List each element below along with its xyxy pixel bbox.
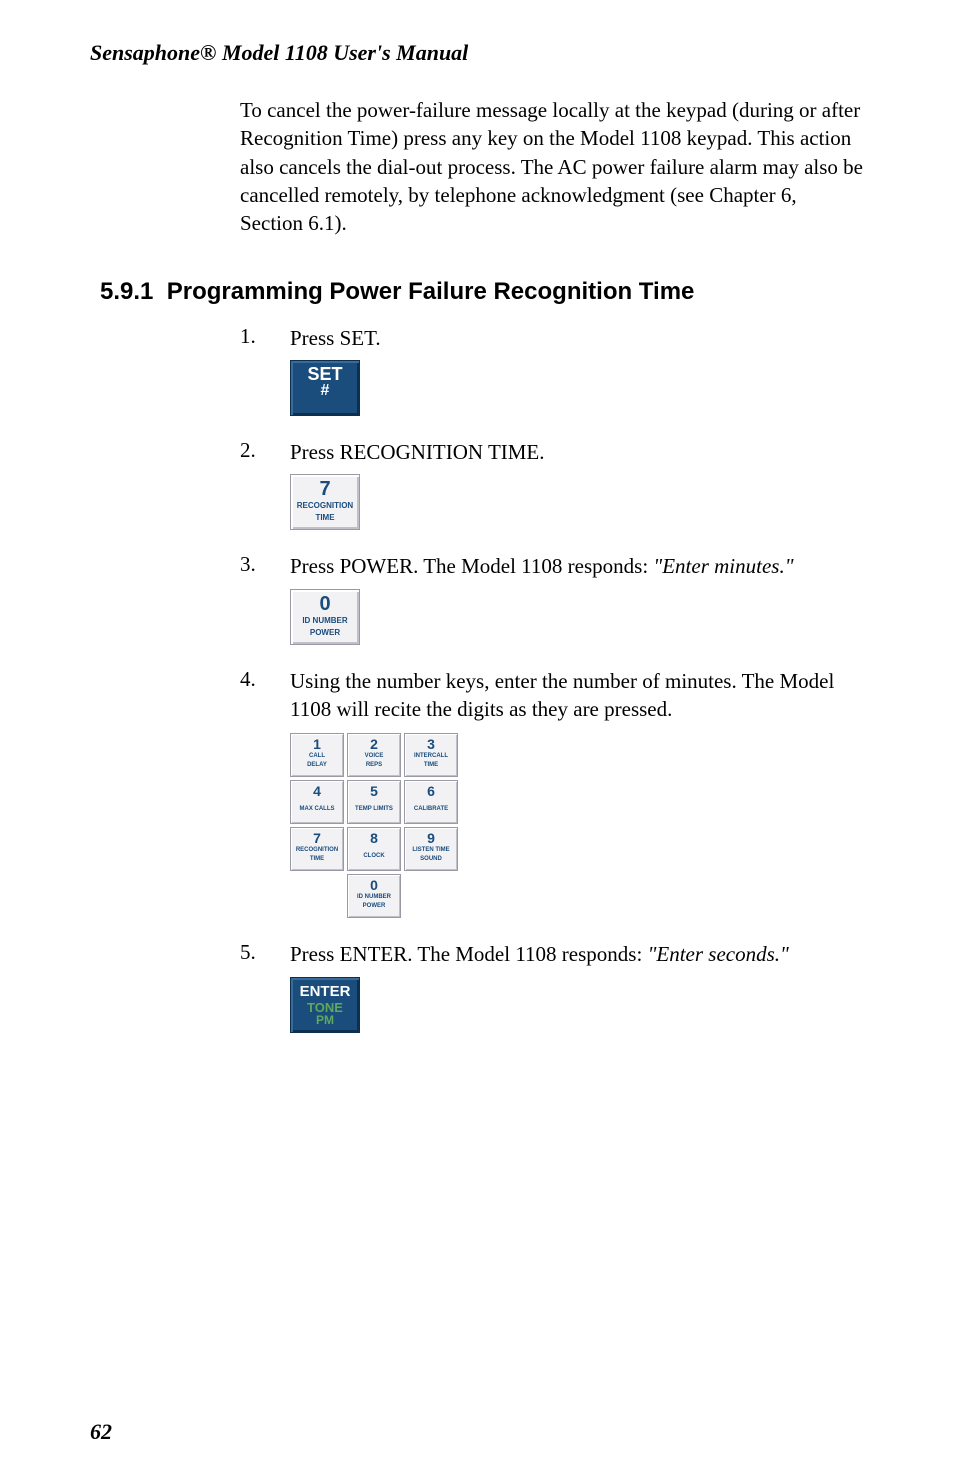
step-3-key: 0 ID NUMBER POWER [290,589,864,645]
keypad-5-sub1: TEMP LIMITS [348,806,400,813]
keypad-0-sub1: ID NUMBER [348,894,400,901]
keypad-7-sub2: TIME [291,856,343,863]
section-number: 5.9.1 [100,278,153,305]
step-5-key: ENTER TONE PM [290,977,864,1033]
step-1-key: SET # [290,360,864,416]
step-3: 3. Press POWER. The Model 1108 responds:… [240,552,864,580]
keypad-3-sub2: TIME [405,762,457,769]
step-5-text: Press ENTER. The Model 1108 responds: "E… [290,940,864,968]
power-key: 0 ID NUMBER POWER [290,589,360,645]
keypad-4-big: 4 [291,784,343,798]
keypad-6-big: 6 [405,784,457,798]
section-title: Programming Power Failure Recognition Ti… [167,278,695,305]
page-number: 62 [90,1419,112,1445]
keypad-0: 0 ID NUMBER POWER [347,874,401,918]
enter-key-sub1: TONE [291,1001,359,1014]
page: Sensaphone® Model 1108 User's Manual To … [0,0,954,1475]
keypad-0-big: 0 [348,878,400,892]
keypad-9-big: 9 [405,831,457,845]
step-3-text-italic: "Enter minutes." [653,554,793,578]
keypad-row-3: 7 RECOGNITION TIME 8 CLOCK 9 LISTEN TIME… [290,827,864,871]
keypad-row-4: 0 ID NUMBER POWER [290,874,864,918]
step-2-key: 7 RECOGNITION TIME [290,474,864,530]
keypad-8-sub1: CLOCK [348,853,400,860]
enter-key-label: ENTER [291,984,359,999]
keypad-8-big: 8 [348,831,400,845]
keypad-7: 7 RECOGNITION TIME [290,827,344,871]
keypad-9-sub1: LISTEN TIME [405,847,457,854]
keypad-5: 5 TEMP LIMITS [347,780,401,824]
keypad-3-big: 3 [405,737,457,751]
keypad-4-sub1: MAX CALLS [291,806,343,813]
keypad-4: 4 MAX CALLS [290,780,344,824]
keypad-1-sub2: DELAY [291,762,343,769]
keypad-5-big: 5 [348,784,400,798]
keypad-9-sub2: SOUND [405,856,457,863]
power-key-sub1: ID NUMBER [291,617,359,626]
step-2-text: Press RECOGNITION TIME. [290,438,864,466]
step-1: 1. Press SET. [240,324,864,352]
keypad-row-1: 1 CALL DELAY 2 VOICE REPS 3 INTERCALL TI… [290,733,864,777]
manual-header: Sensaphone® Model 1108 User's Manual [90,40,864,66]
power-key-sub2: POWER [291,629,359,638]
recognition-key: 7 RECOGNITION TIME [290,474,360,530]
keypad-1: 1 CALL DELAY [290,733,344,777]
enter-key-sub2: PM [291,1014,359,1026]
keypad-1-sub1: CALL [291,753,343,760]
step-1-number: 1. [240,324,290,352]
keypad-6: 6 CALIBRATE [404,780,458,824]
keypad-7-sub1: RECOGNITION [291,847,343,854]
set-key: SET # [290,360,360,416]
step-5-text-pre: Press ENTER. The Model 1108 responds: [290,942,648,966]
keypad-0-sub2: POWER [348,903,400,910]
keypad-2-sub2: REPS [348,762,400,769]
step-3-text: Press POWER. The Model 1108 responds: "E… [290,552,864,580]
keypad-row-2: 4 MAX CALLS 5 TEMP LIMITS 6 CALIBRATE [290,780,864,824]
set-key-label: SET [291,365,359,383]
set-key-sub: # [291,383,359,399]
intro-paragraph: To cancel the power-failure message loca… [240,96,864,238]
keypad-3-sub1: INTERCALL [405,753,457,760]
step-3-text-pre: Press POWER. The Model 1108 responds: [290,554,653,578]
recognition-key-sub2: TIME [291,514,359,523]
step-4-keypad: 1 CALL DELAY 2 VOICE REPS 3 INTERCALL TI… [290,733,864,918]
keypad-2-big: 2 [348,737,400,751]
step-4-number: 4. [240,667,290,724]
recognition-key-number: 7 [291,479,359,499]
keypad-8: 8 CLOCK [347,827,401,871]
step-2: 2. Press RECOGNITION TIME. [240,438,864,466]
keypad-1-big: 1 [291,737,343,751]
keypad-7-big: 7 [291,831,343,845]
step-2-number: 2. [240,438,290,466]
keypad-2: 2 VOICE REPS [347,733,401,777]
step-5: 5. Press ENTER. The Model 1108 responds:… [240,940,864,968]
enter-key: ENTER TONE PM [290,977,360,1033]
step-5-number: 5. [240,940,290,968]
step-3-number: 3. [240,552,290,580]
step-5-text-italic: "Enter seconds." [648,942,789,966]
step-1-text: Press SET. [290,324,864,352]
keypad-6-sub1: CALIBRATE [405,806,457,813]
section-heading: 5.9.1 Programming Power Failure Recognit… [100,278,864,306]
step-4: 4. Using the number keys, enter the numb… [240,667,864,724]
keypad-3: 3 INTERCALL TIME [404,733,458,777]
power-key-number: 0 [291,594,359,614]
keypad-2-sub1: VOICE [348,753,400,760]
step-4-text: Using the number keys, enter the number … [290,667,864,724]
keypad-9: 9 LISTEN TIME SOUND [404,827,458,871]
recognition-key-sub1: RECOGNITION [291,502,359,511]
